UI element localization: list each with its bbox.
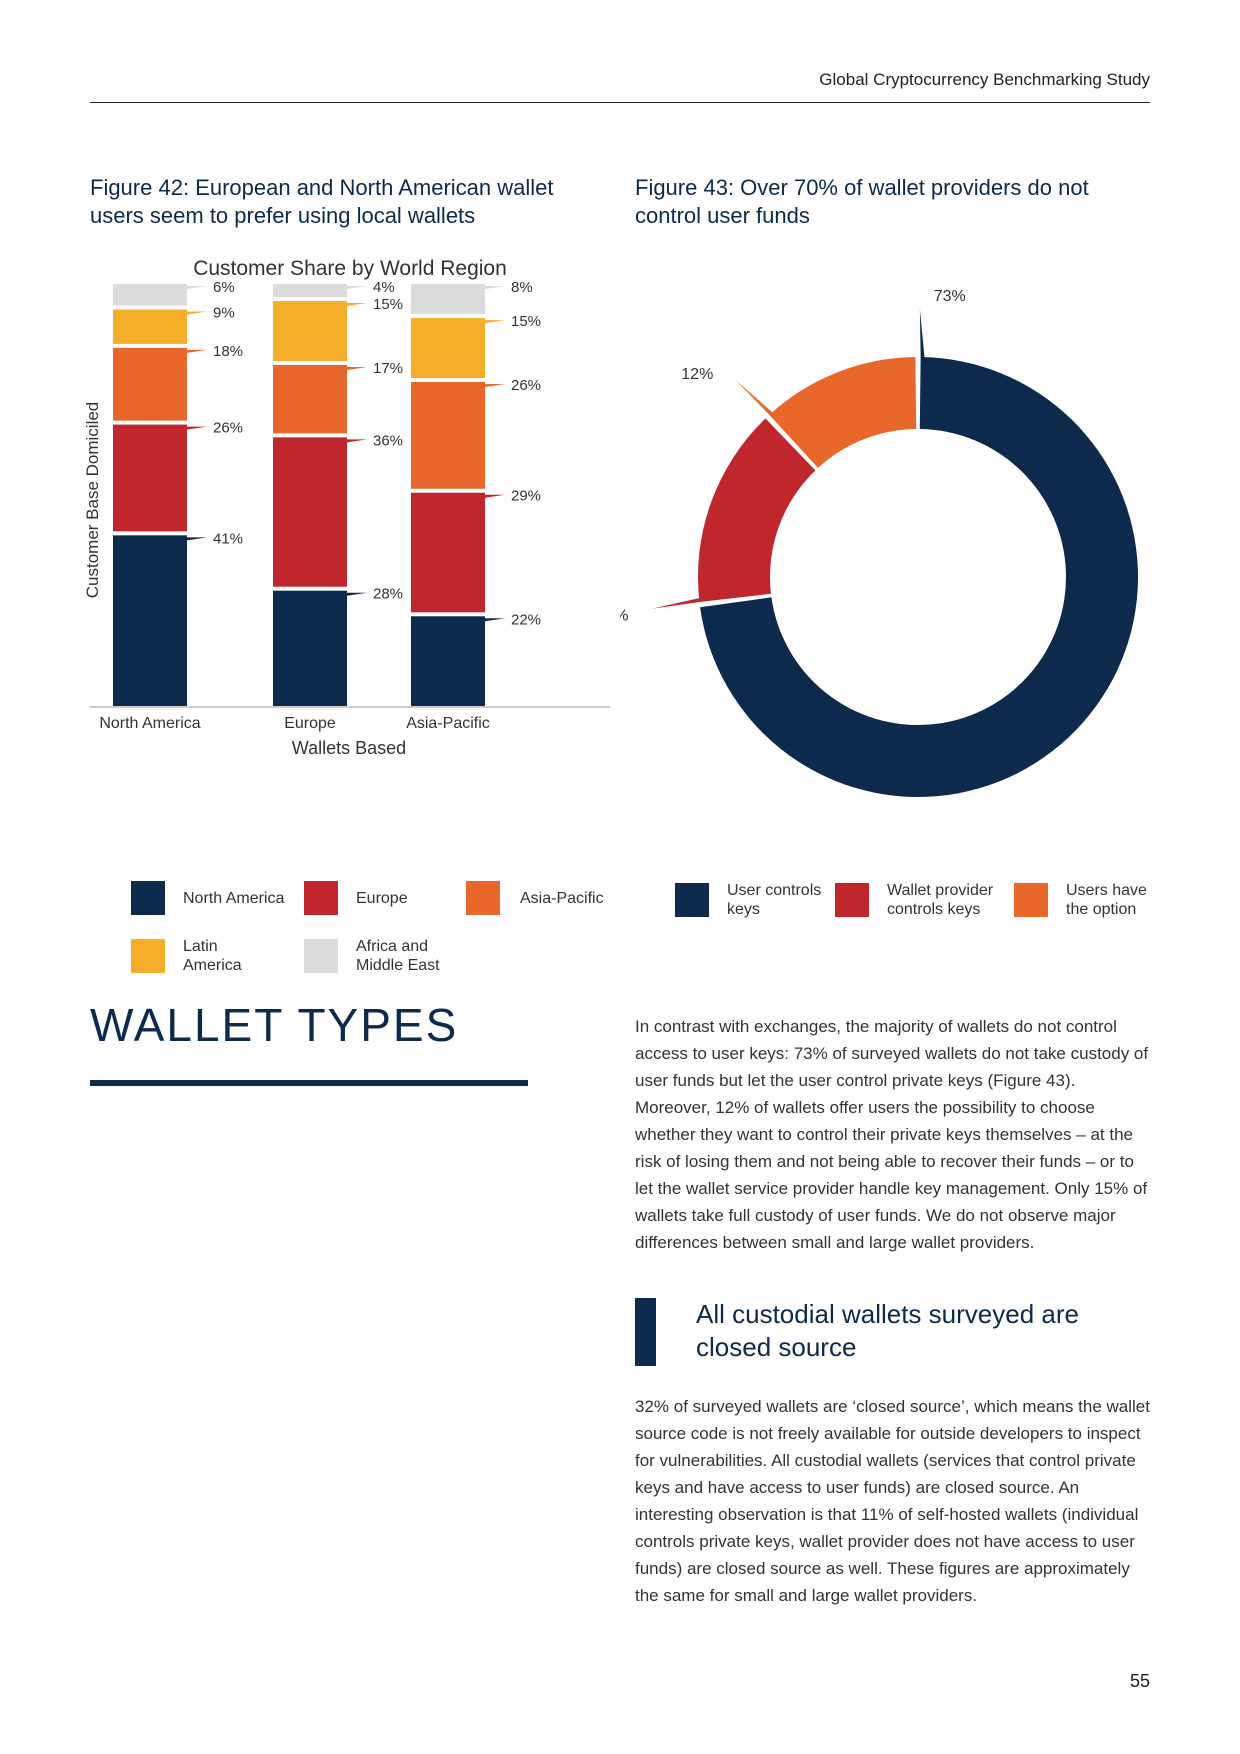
bar-segment <box>113 424 187 532</box>
data-label: 9% <box>213 305 235 322</box>
bar-segment <box>411 318 485 378</box>
x-tick-label: Asia-Pacific <box>406 715 490 732</box>
bar-segment <box>273 590 347 706</box>
legend-swatch <box>304 881 338 915</box>
data-label: 17% <box>373 360 403 377</box>
subheading-accent-bar <box>635 1298 656 1366</box>
data-label: 26% <box>511 377 541 394</box>
bar-segment <box>273 437 347 587</box>
subheading: All custodial wallets surveyed are close… <box>696 1299 1079 1362</box>
data-label: 29% <box>511 488 541 505</box>
data-label: 22% <box>511 611 541 628</box>
legend-label: Africa and Middle East <box>356 938 440 974</box>
legend-item-user-controls-keys: User controls keys <box>675 881 821 919</box>
figure-43-caption: Figure 43: Over 70% of wallet providers … <box>635 175 1089 228</box>
label-pointer <box>344 439 367 443</box>
data-label: 26% <box>213 420 243 437</box>
legend-item-europe: Europe <box>304 881 408 915</box>
label-pointer <box>482 618 505 622</box>
running-header: Global Cryptocurrency Benchmarking Study <box>819 70 1150 89</box>
legend-item-north-america: North America <box>131 881 284 915</box>
legend-swatch <box>1014 883 1048 917</box>
section-rule <box>90 1080 528 1086</box>
legend-item-latin-america: Latin America <box>131 937 242 975</box>
label-pointer <box>482 383 505 387</box>
legend-item-asia-pacific: Asia-Pacific <box>466 881 604 915</box>
legend-swatch <box>131 939 165 973</box>
data-label: 41% <box>213 530 243 547</box>
label-pointer <box>184 349 207 353</box>
bar-segment <box>273 284 347 298</box>
bar-segment <box>273 301 347 361</box>
data-label: 15% <box>373 296 403 313</box>
donut-chart: 73% 15% 12% <box>620 290 1138 797</box>
bar-segment <box>411 381 485 489</box>
data-label: 6% <box>213 279 235 296</box>
donut-slice <box>769 357 917 468</box>
legend-item-wallet-provider-controls-keys: Wallet provider controls keys <box>835 881 993 919</box>
stacked-bar-chart: Customer Share by World Region 41% 26% 18%… <box>83 257 610 758</box>
label-pointer <box>344 303 367 307</box>
bar-segment <box>113 535 187 706</box>
x-tick-label: Europe <box>284 715 336 732</box>
slice-pointer <box>919 309 927 378</box>
data-label: 15% <box>511 313 541 330</box>
slice-pointer <box>735 380 788 426</box>
x-tick-label: North America <box>99 715 200 732</box>
header-rule <box>90 102 1150 103</box>
label-pointer <box>482 494 505 498</box>
data-label: 4% <box>373 279 395 296</box>
legend-label: North America <box>183 889 285 907</box>
legend-label: Wallet provider controls keys <box>887 882 994 918</box>
legend-label: Users have the option <box>1066 882 1147 918</box>
data-label: 36% <box>373 432 403 449</box>
bar-segment <box>411 284 485 315</box>
legend-swatch <box>466 881 500 915</box>
legend-swatch <box>835 883 869 917</box>
label-pointer <box>184 426 207 430</box>
data-label: 28% <box>373 586 403 603</box>
slice-label: 73% <box>934 290 966 305</box>
bar-segment <box>113 284 187 306</box>
label-pointer <box>344 366 367 370</box>
body-paragraph: In contrast with exchanges, the majority… <box>635 1017 1149 1252</box>
body-paragraph: 32% of surveyed wallets are ‘closed sour… <box>635 1397 1150 1605</box>
label-pointer <box>184 537 207 541</box>
label-pointer <box>482 320 505 324</box>
x-axis-label: Wallets Based <box>292 738 406 758</box>
data-label: 8% <box>511 279 533 296</box>
bar-segment <box>411 616 485 706</box>
label-pointer <box>482 286 505 289</box>
legend-label: Asia-Pacific <box>520 889 604 907</box>
bar-segment <box>411 492 485 613</box>
legend-swatch <box>131 881 165 915</box>
label-pointer <box>184 286 207 289</box>
legend-swatch <box>675 883 709 917</box>
data-label: 18% <box>213 343 243 360</box>
section-title: WALLET TYPES <box>90 999 459 1051</box>
donut-slice <box>700 357 1138 797</box>
bar-segment <box>113 347 187 421</box>
y-axis-label: Customer Base Domiciled <box>83 402 102 599</box>
bar-segment <box>273 364 347 434</box>
legend-label: Latin America <box>183 938 242 974</box>
legend-item-users-have-option: Users have the option <box>1014 881 1147 919</box>
legend-item-africa-middle-east: Africa and Middle East <box>304 937 440 975</box>
chart-title: Customer Share by World Region <box>193 257 507 280</box>
legend-label: Europe <box>356 889 408 907</box>
legend-label: User controls keys <box>727 882 822 918</box>
slice-label: 12% <box>681 366 713 383</box>
label-pointer <box>344 286 367 289</box>
label-pointer <box>344 592 367 596</box>
figure-42-caption: Figure 42: European and North American w… <box>90 175 554 228</box>
page-number: 55 <box>1129 1671 1150 1691</box>
donut-slice <box>698 418 816 602</box>
label-pointer <box>184 311 207 315</box>
slice-label: 15% <box>620 608 629 625</box>
bar-segment <box>113 309 187 344</box>
legend-swatch <box>304 939 338 973</box>
